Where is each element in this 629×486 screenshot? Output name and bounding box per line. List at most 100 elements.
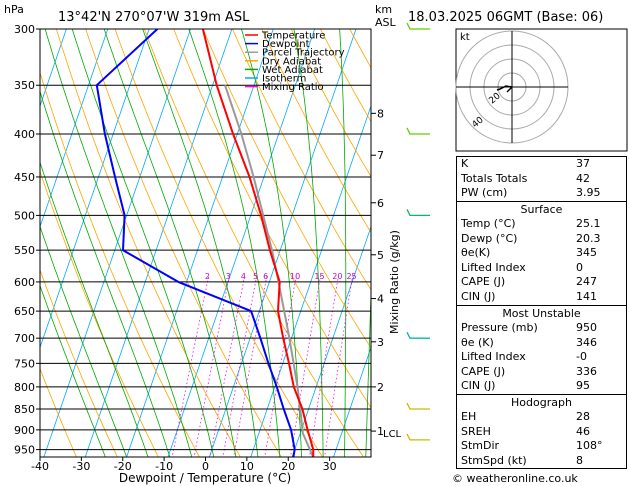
temperature-tick-label: -40: [31, 460, 49, 473]
temperature-tick-label: -10: [155, 460, 173, 473]
mixing-ratio-line: [222, 275, 258, 457]
isotherm-line: [84, 29, 233, 457]
footer-credit: © weatheronline.co.uk: [452, 472, 578, 485]
hodograph-title: Hodograph: [511, 396, 572, 409]
wet-adiabat-line: [339, 29, 347, 457]
mu-label: CAPE (J): [461, 364, 506, 378]
wind-barb: [406, 22, 430, 30]
mu-label: θe (K): [461, 335, 494, 349]
km-tick-label: 1: [377, 425, 384, 438]
surface-row: Temp (°C) 25.1: [457, 217, 626, 232]
profile-layer: [95, 29, 315, 457]
legend-label: Temperature: [261, 31, 325, 42]
mu-row: Lifted Index -0: [457, 350, 626, 365]
surface-row: Lifted Index 0: [457, 261, 626, 276]
surface-label: CAPE (J): [461, 275, 506, 289]
mu-value: 950: [576, 321, 597, 334]
hodo-label: EH: [461, 410, 477, 423]
legend-label: Mixing Ratio: [262, 82, 324, 93]
mixing-ratio-label: 10: [290, 272, 300, 281]
hodo-row: StmDir 108°: [457, 439, 626, 454]
wind-barb: [406, 127, 430, 135]
dry-adiabat-line: [40, 367, 77, 457]
pressure-tick-label: 750: [14, 357, 35, 370]
hodo-value: 28: [576, 410, 590, 423]
mixing-ratio-label: 3: [226, 272, 231, 281]
asl-label: ASL: [375, 16, 397, 29]
pressure-tick-label: 850: [14, 403, 35, 416]
mu-row: θe (K) 346: [457, 336, 626, 351]
y-axis-mixing-label: Mixing Ratio (g/kg): [388, 230, 401, 334]
temperature-tick-label: 20: [281, 460, 295, 473]
dry-adiabat-line: [290, 29, 371, 178]
surface-value: 25.1: [576, 217, 601, 230]
km-tick-label: 5: [377, 249, 384, 262]
hodo-value: 8: [576, 453, 583, 467]
isotherm-line: [40, 29, 67, 108]
index-value: 37: [576, 157, 590, 170]
pressure-tick-label: 800: [14, 381, 35, 394]
legend-label: Parcel Trajectory: [262, 48, 345, 59]
km-tick-label: 2: [377, 381, 384, 394]
parcel-trajectory: [224, 84, 315, 457]
index-row: Totals Totals 42: [457, 172, 626, 187]
index-value: 42: [576, 171, 590, 185]
isotherm-line: [40, 29, 150, 349]
pressure-tick-label: 550: [14, 244, 35, 257]
dry-adiabat-line: [231, 29, 371, 291]
hodo-row: SREH 46: [457, 425, 626, 440]
temperature-tick-label: -30: [72, 460, 90, 473]
dry-adiabat-line: [319, 29, 371, 123]
mu-label: Pressure (mb): [461, 321, 538, 334]
isotherm-line: [208, 29, 357, 457]
legend-label: Dewpoint: [262, 39, 310, 50]
surface-table: Surface Temp (°C) 25.1 Dewp (°C) 20.3 θe(K…: [456, 201, 627, 306]
mixing-ratio-line: [171, 275, 210, 457]
mu-value: 336: [576, 364, 597, 378]
location-title: 13°42'N 270°07'W 319m ASL: [58, 10, 250, 25]
hodo-value: 46: [576, 424, 590, 438]
index-row: K 37: [457, 157, 626, 172]
hodograph-kt-label: kt: [460, 32, 470, 43]
hodo-label: StmDir: [461, 439, 500, 453]
surface-row: CIN (J) 141: [457, 290, 626, 305]
isotherm-line: [250, 104, 371, 457]
wet-adiabat-line: [142, 29, 259, 457]
surface-row: Dewp (°C) 20.3: [457, 232, 626, 247]
temperature-tick-label: 30: [323, 460, 337, 473]
legend-label: Wet Adiabat: [262, 65, 323, 76]
surface-label: θe(K): [461, 246, 491, 260]
hodo-value: 108°: [576, 439, 603, 453]
km-tick-label: 4: [377, 293, 384, 306]
mixing-ratio-label: 2: [205, 272, 210, 281]
pressure-tick-label: 600: [14, 276, 35, 289]
isotherm-line: [126, 29, 274, 457]
hodo-row: StmSpd (kt) 8: [457, 454, 626, 469]
hodograph-trace: [496, 85, 513, 91]
mixing-ratio-line: [264, 275, 297, 457]
mixing-ratio-line: [233, 275, 268, 457]
surface-value: 345: [576, 246, 597, 260]
km-tick-label: 6: [377, 197, 384, 210]
wet-adiabat-line: [71, 29, 215, 457]
surface-value: 0: [576, 260, 583, 274]
mixing-ratio-line: [209, 275, 245, 457]
hodo-row: EH 28: [457, 410, 626, 425]
mu-value: 95: [576, 379, 590, 393]
legend-label: Isotherm: [262, 74, 306, 85]
km-tick-label: 3: [377, 336, 384, 349]
pressure-tick-label: 900: [14, 424, 35, 437]
surface-value: 247: [576, 275, 597, 289]
wind-barb: [406, 331, 430, 339]
pressure-tick-label: 700: [14, 332, 35, 345]
surface-row: CAPE (J) 247: [457, 275, 626, 290]
index-label: Totals Totals: [461, 171, 528, 185]
mu-value: -0: [576, 350, 587, 364]
temperature-tick-label: 10: [240, 460, 254, 473]
index-row: PW (cm) 3.95: [457, 186, 626, 201]
lcl-label: LCL: [383, 429, 402, 440]
mixing-ratio-label: 6: [263, 272, 268, 281]
index-value: 3.95: [576, 186, 601, 200]
wind-barb: [406, 402, 430, 410]
